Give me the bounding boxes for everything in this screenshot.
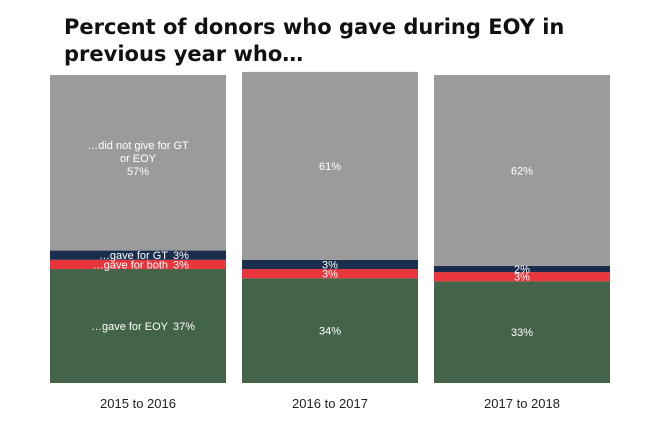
bar-segment: [434, 75, 610, 266]
labels-group: …gave for EOY 37% …gave for both 3% …gave fo…: [87, 140, 533, 339]
bar-segment: [434, 265, 610, 273]
data-label: 33%: [511, 327, 533, 339]
bar-segment: [434, 272, 610, 282]
bar-segment: [242, 269, 418, 279]
x-axis-ticks: 2015 to 2016 2016 to 2017 2017 to 2018: [100, 396, 560, 411]
chart-title: Percent of donors who gave during EOY in…: [64, 15, 565, 66]
bar-segment: [50, 75, 226, 251]
x-tick-label: 2016 to 2017: [292, 396, 368, 411]
bar-segment: [242, 278, 418, 383]
data-label: 34%: [319, 326, 341, 338]
x-tick-label: 2017 to 2018: [484, 396, 560, 411]
data-label: 2%: [514, 264, 530, 276]
bar-segment: [50, 250, 226, 260]
segment-label: …gave for both: [93, 259, 168, 271]
data-label: 61%: [319, 161, 341, 173]
data-label: 62%: [511, 165, 533, 177]
data-label: 3%: [173, 250, 189, 262]
bar-segment: [434, 281, 610, 383]
bar-segment: [50, 259, 226, 270]
segment-label: …did not give for GT or EOY 57%: [87, 140, 189, 178]
data-label: 3%: [514, 272, 530, 284]
data-label: 3%: [322, 259, 338, 271]
data-label: 3%: [322, 269, 338, 281]
bar-segment: [242, 259, 418, 270]
bar-segment: [50, 269, 226, 383]
bars-group: [50, 71, 610, 383]
x-tick-label: 2015 to 2016: [100, 396, 176, 411]
data-label: 37%: [173, 321, 195, 333]
segment-label: …gave for GT: [99, 250, 168, 262]
data-label: 3%: [173, 259, 189, 271]
bar-segment: [242, 71, 418, 260]
segment-label: …gave for EOY: [91, 321, 169, 333]
